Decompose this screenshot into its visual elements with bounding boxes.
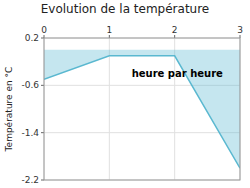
x-tick-label: 3 bbox=[237, 25, 243, 35]
line bbox=[44, 56, 240, 168]
y-tick-label: -0.6 bbox=[21, 80, 39, 90]
y-tick-label: -2.2 bbox=[21, 175, 39, 185]
x-grid-line bbox=[109, 38, 110, 180]
data-layer bbox=[44, 50, 240, 168]
x-grid-line bbox=[174, 38, 175, 180]
plot-frame bbox=[44, 38, 240, 180]
tick-labels: 0.2 -0.6 -1.4 -2.2 0 1 2 3 bbox=[21, 25, 242, 185]
y-tick-label: -1.4 bbox=[21, 128, 39, 138]
grid bbox=[44, 38, 240, 180]
chart: 0.2 -0.6 -1.4 -2.2 0 1 2 3 Evolution de la tempé… bbox=[0, 0, 250, 188]
chart-container: 0.2 -0.6 -1.4 -2.2 0 1 2 3 Evolution de la tempé… bbox=[0, 0, 250, 188]
x-axis-label: heure par heure bbox=[132, 68, 223, 79]
x-tick-label: 0 bbox=[41, 25, 47, 35]
area-fill bbox=[44, 50, 240, 168]
plot-background bbox=[44, 38, 240, 180]
x-tick-label: 1 bbox=[106, 25, 112, 35]
x-tick-label: 2 bbox=[172, 25, 178, 35]
title: Evolution de la température bbox=[41, 2, 210, 16]
y-grid-line bbox=[44, 132, 240, 133]
y-axis-label: Température en °C bbox=[4, 67, 14, 153]
y-tick-label: 0.2 bbox=[25, 33, 39, 43]
